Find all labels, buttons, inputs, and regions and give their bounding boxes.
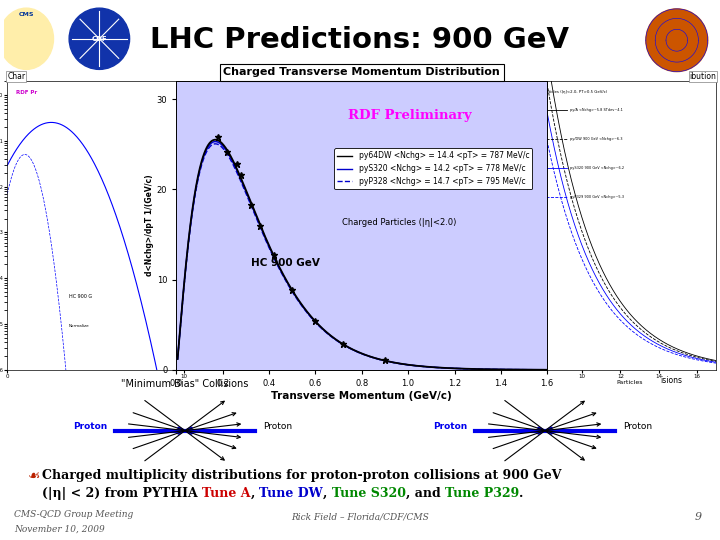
Text: Proton: Proton — [433, 422, 467, 431]
Text: py/A <Nchg>~5.8 STdev~4.1: py/A <Nchg>~5.8 STdev~4.1 — [570, 108, 624, 112]
Text: Proton: Proton — [73, 422, 107, 431]
Text: CMS-QCD Group Meeting: CMS-QCD Group Meeting — [14, 510, 134, 519]
Legend: py64DW <Nchg> = 14.4 <pT> = 787 MeV/c, pyS320 <Nchg> = 14.2 <pT> = 778 MeV/c, py: py64DW <Nchg> = 14.4 <pT> = 787 MeV/c, p… — [334, 148, 532, 189]
Text: Tune P329: Tune P329 — [445, 487, 519, 500]
Text: Char: Char — [7, 72, 25, 81]
Text: Proton: Proton — [623, 422, 652, 431]
Text: "Minimum Bias" Collisions: "Minimum Bias" Collisions — [121, 379, 248, 389]
Text: LHC Predictions: 900 GeV: LHC Predictions: 900 GeV — [150, 26, 570, 54]
Text: Normalize: Normalize — [69, 323, 89, 328]
Text: 9: 9 — [695, 512, 702, 522]
Text: Charged multiplicity distributions for proton-proton collisions at 900 GeV: Charged multiplicity distributions for p… — [42, 469, 562, 482]
X-axis label: Particles: Particles — [617, 381, 643, 386]
Text: Tune S320: Tune S320 — [332, 487, 406, 500]
Text: November 10, 2009: November 10, 2009 — [14, 524, 105, 533]
Text: pyP329 900 GeV <Nchg>~5.3: pyP329 900 GeV <Nchg>~5.3 — [570, 194, 624, 199]
Text: Tune DW: Tune DW — [259, 487, 323, 500]
Circle shape — [0, 8, 53, 69]
Y-axis label: d<Nchg>/dpT 1/(GeV/c): d<Nchg>/dpT 1/(GeV/c) — [145, 174, 154, 276]
Text: ,: , — [323, 487, 332, 500]
Text: Charged Particles (|η|<2.0): Charged Particles (|η|<2.0) — [342, 219, 456, 227]
Text: ibution: ibution — [690, 72, 716, 81]
Text: RDF Preliminary: RDF Preliminary — [348, 109, 472, 122]
Text: .: . — [519, 487, 523, 500]
Text: Tune A: Tune A — [202, 487, 251, 500]
Text: Rick Field – Florida/CDF/CMS: Rick Field – Florida/CDF/CMS — [291, 512, 429, 522]
Text: pyS320 900 GeV <Nchg>~6.2: pyS320 900 GeV <Nchg>~6.2 — [570, 166, 625, 170]
Circle shape — [646, 9, 708, 72]
Text: CMS: CMS — [19, 12, 34, 17]
Text: , and: , and — [406, 487, 445, 500]
Text: HC 900 G: HC 900 G — [69, 294, 92, 299]
Text: rticles (|η|<2.0, PT>0.5 GeV/c): rticles (|η|<2.0, PT>0.5 GeV/c) — [547, 90, 607, 93]
Text: ,: , — [251, 487, 259, 500]
Title: Charged Transverse Momentum Distribution: Charged Transverse Momentum Distribution — [223, 68, 500, 77]
Text: HC 900 GeV: HC 900 GeV — [251, 258, 320, 268]
X-axis label: Transverse Momentum (GeV/c): Transverse Momentum (GeV/c) — [271, 391, 452, 401]
Text: CDF: CDF — [91, 36, 107, 42]
Text: py/DW 900 GeV <Nchg>~6.3: py/DW 900 GeV <Nchg>~6.3 — [570, 137, 623, 141]
Text: (|η| < 2) from PYTHIA: (|η| < 2) from PYTHIA — [42, 487, 202, 500]
Circle shape — [69, 8, 130, 69]
Text: RDF Pr: RDF Pr — [16, 90, 37, 94]
Text: isions: isions — [660, 376, 682, 385]
Text: ☙: ☙ — [28, 469, 40, 483]
Text: Proton: Proton — [263, 422, 292, 431]
